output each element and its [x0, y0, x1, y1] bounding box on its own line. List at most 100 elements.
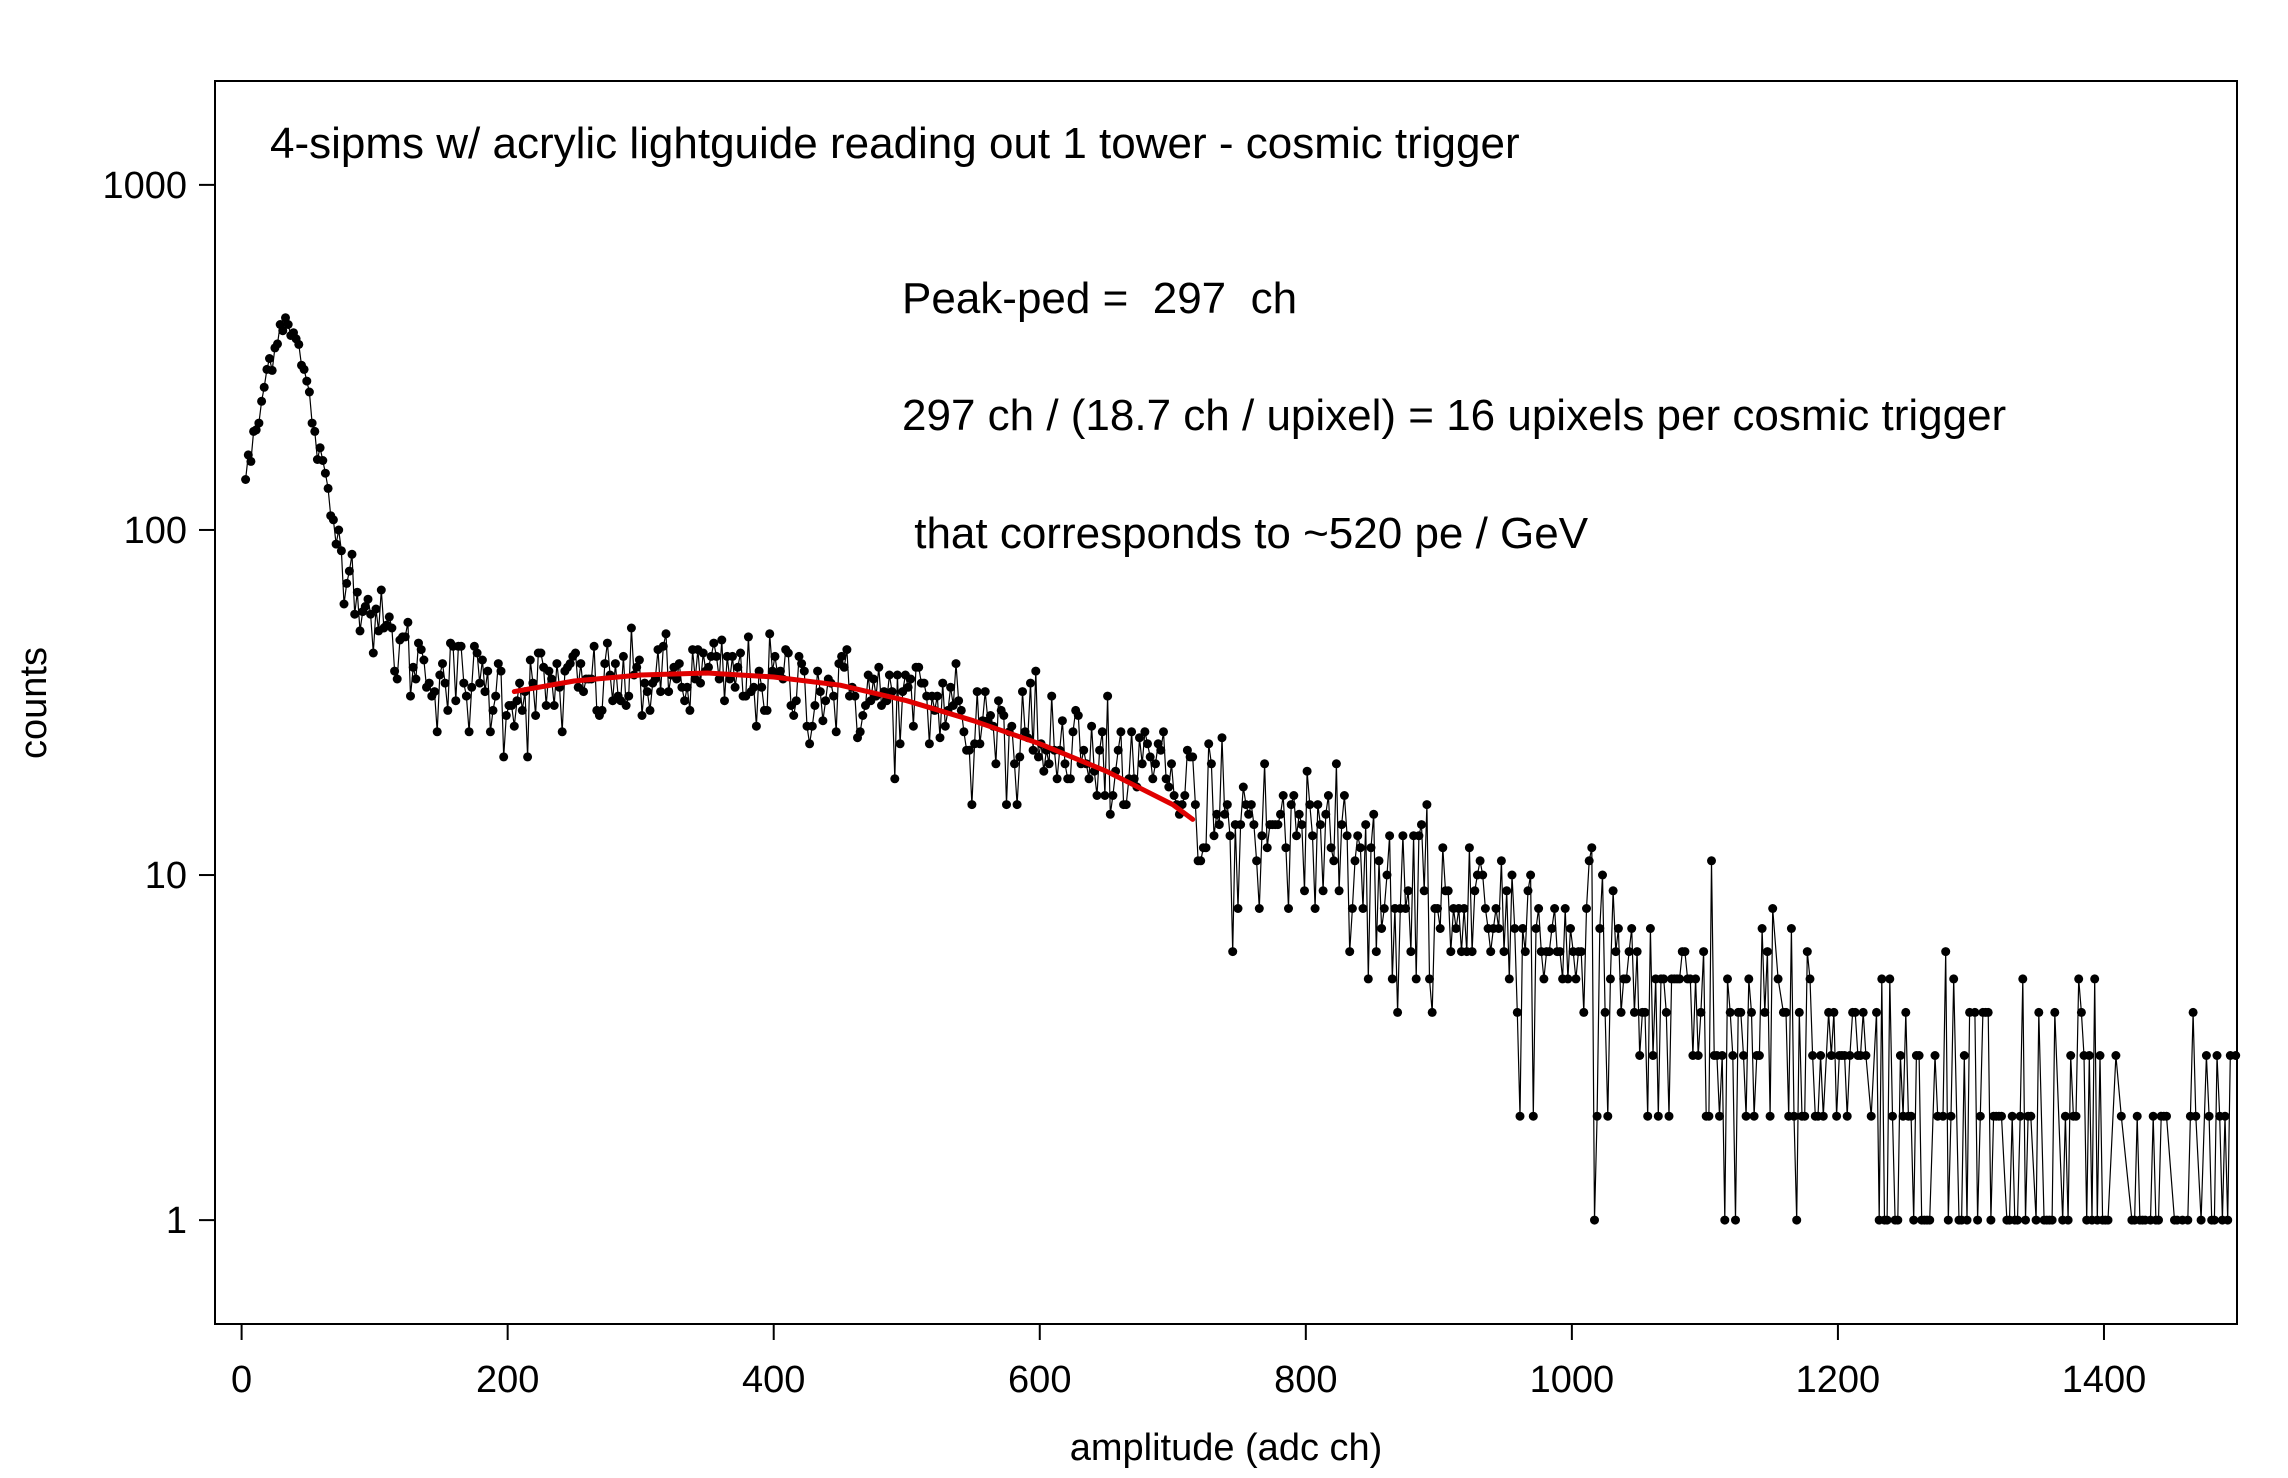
data-point	[2095, 1051, 2105, 1060]
data-point	[1643, 1111, 1653, 1121]
data-point	[1523, 886, 1533, 896]
data-point	[704, 662, 713, 672]
data-point	[1560, 904, 1570, 913]
data-point	[1555, 947, 1565, 957]
data-point	[1739, 1051, 1748, 1060]
data-point	[1363, 974, 1373, 984]
data-point	[2071, 1111, 2081, 1121]
data-point	[475, 678, 485, 688]
data-point	[459, 678, 469, 688]
data-point	[1238, 782, 1248, 792]
data-point	[1616, 1007, 1626, 1017]
data-point	[406, 691, 415, 701]
annotation-pe-per-gev: that corresponds to ~520 pe / GeV	[902, 509, 1589, 558]
data-point	[2031, 1215, 2041, 1225]
data-point	[368, 648, 378, 658]
data-point	[1374, 856, 1384, 866]
data-point	[1321, 809, 1331, 819]
data-point	[938, 678, 948, 688]
data-point	[1510, 924, 1520, 933]
data-point	[1371, 947, 1381, 957]
data-point	[323, 483, 333, 493]
y-tick-label: 100	[124, 510, 187, 552]
data-point	[1403, 886, 1413, 896]
plot-frame	[214, 80, 2238, 1325]
data-point	[754, 666, 764, 676]
data-point	[2183, 1215, 2193, 1225]
data-point	[1007, 721, 1017, 731]
data-point	[1986, 1215, 1996, 1225]
data-point	[1539, 974, 1549, 984]
data-point	[1044, 759, 1054, 769]
data-point	[541, 701, 551, 710]
data-point	[1196, 856, 1206, 866]
data-point	[1946, 1111, 1956, 1121]
data-point	[400, 632, 410, 642]
data-point	[1095, 745, 1105, 755]
data-point	[1938, 1111, 1948, 1121]
data-point	[1582, 904, 1591, 913]
data-point	[674, 659, 684, 669]
data-point	[1603, 1111, 1613, 1121]
data-point	[906, 674, 916, 684]
annotation-peak-ped: Peak-ped = 297 ch	[902, 274, 1297, 323]
data-point	[339, 599, 349, 609]
data-point	[328, 515, 338, 525]
data-point	[2132, 1111, 2142, 1121]
data-point	[1433, 904, 1442, 913]
data-point	[1329, 856, 1339, 866]
data-point	[1943, 1215, 1953, 1225]
data-point	[964, 745, 974, 755]
data-point	[874, 662, 884, 672]
data-point	[2090, 974, 2100, 984]
data-point	[1653, 1111, 1663, 1121]
data-point	[1435, 924, 1445, 933]
data-point	[600, 659, 610, 669]
data-point	[1475, 856, 1485, 866]
data-point	[1121, 800, 1131, 810]
data-point	[549, 701, 559, 710]
data-point	[331, 539, 341, 549]
data-point	[1228, 947, 1238, 957]
data-point	[451, 696, 461, 706]
data-point	[320, 468, 330, 478]
data-point	[954, 696, 964, 706]
data-point	[571, 648, 580, 658]
data-point	[618, 651, 628, 661]
data-point	[1768, 904, 1778, 913]
data-point	[1762, 947, 1772, 957]
data-point	[1225, 831, 1235, 841]
data-point	[1169, 791, 1179, 800]
data-point	[1872, 1007, 1881, 1017]
data-point	[347, 549, 357, 559]
data-point	[1092, 791, 1102, 800]
y-tick-label: 1	[166, 1200, 187, 1242]
x-axis-ticks: 0 200 400 600 800 1000 1200 1400	[231, 1324, 2146, 1401]
data-point	[491, 691, 501, 701]
data-point	[254, 418, 264, 428]
data-point	[1664, 1111, 1674, 1121]
data-point	[344, 566, 354, 576]
data-point	[1885, 974, 1895, 984]
data-point	[265, 354, 274, 363]
data-point	[589, 641, 599, 651]
data-point	[1550, 904, 1560, 913]
data-point	[1997, 1111, 2006, 1121]
data-point	[267, 365, 277, 375]
data-point	[1842, 1111, 1852, 1121]
data-point	[1534, 904, 1544, 913]
data-point	[1443, 886, 1453, 896]
data-point	[1480, 904, 1490, 913]
data-point	[1425, 974, 1434, 984]
data-point	[2026, 1111, 2036, 1121]
data-point	[1741, 1111, 1751, 1121]
data-point	[304, 387, 314, 397]
data-point	[1760, 1007, 1770, 1017]
data-point	[1544, 947, 1554, 957]
data-point	[1717, 1051, 1727, 1060]
data-point	[2154, 1215, 2163, 1225]
data-point	[813, 666, 823, 676]
data-point	[2201, 1051, 2211, 1060]
data-point	[512, 696, 522, 706]
data-point	[1347, 904, 1357, 913]
